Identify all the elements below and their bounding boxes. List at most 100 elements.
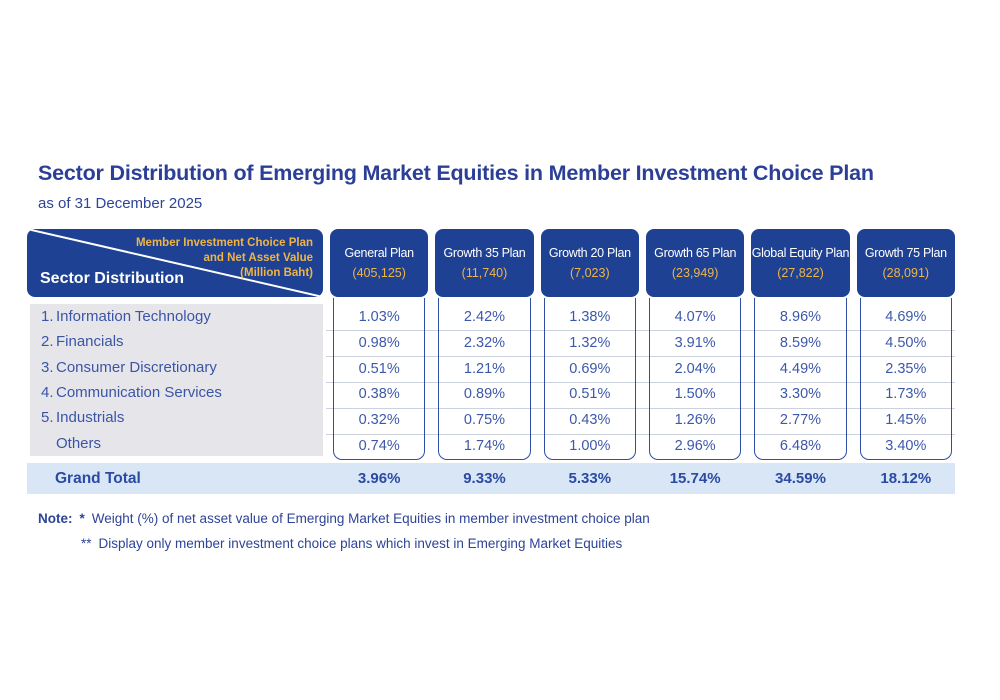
column-header-global-equity-plan: Global Equity Plan (27,822) xyxy=(751,229,850,297)
column-header-growth-75-plan: Growth 75 Plan (28,091) xyxy=(856,229,955,297)
note-marker: * xyxy=(79,511,85,526)
value-cell: 0.32% xyxy=(358,412,400,429)
row-separator xyxy=(326,408,955,409)
plan-name: General Plan xyxy=(344,246,414,260)
plan-nav: (7,023) xyxy=(570,266,610,280)
value-cell: 2.04% xyxy=(674,360,716,377)
value-cell: 2.35% xyxy=(885,360,927,377)
corner-header-cell: Member Investment Choice Plan and Net As… xyxy=(27,229,323,297)
value-cell: 2.96% xyxy=(674,438,716,455)
plan-nav: (11,740) xyxy=(461,266,508,280)
plan-name: Growth 20 Plan xyxy=(548,246,631,260)
value-cell: 0.69% xyxy=(569,360,611,377)
data-column-growth-35-plan: 2.42% 2.32% 1.21% 0.89% 0.75% 1.74% xyxy=(435,298,533,460)
plan-name: Growth 35 Plan xyxy=(443,246,526,260)
value-cell: 6.48% xyxy=(779,438,822,455)
value-cell: 3.30% xyxy=(779,386,822,403)
corner-top-label: Member Investment Choice Plan and Net As… xyxy=(136,236,313,282)
grand-total-values: 3.96% 9.33% 5.33% 15.74% 34.59% 18.12% xyxy=(330,463,955,494)
plan-name: Global Equity Plan xyxy=(751,246,850,260)
value-cell: 0.43% xyxy=(569,412,611,429)
corner-top-line: and Net Asset Value xyxy=(203,252,313,265)
sector-column: 1. Information Technology 2. Financials … xyxy=(27,298,323,460)
data-column-growth-75-plan: 4.69% 4.50% 2.35% 1.73% 1.45% 3.40% xyxy=(857,298,955,460)
plan-nav: (23,949) xyxy=(671,266,719,280)
plan-name: Growth 65 Plan xyxy=(654,246,737,260)
grand-total-row: Grand Total 3.96% 9.33% 5.33% 15.74% 34.… xyxy=(27,463,955,494)
value-cell: 1.38% xyxy=(569,308,611,325)
note-label: Note: xyxy=(38,511,73,526)
grand-total-value: 15.74% xyxy=(669,470,721,487)
footnote-line-1: Note: * Weight (%) of net asset value of… xyxy=(38,511,955,526)
table-header-row: Member Investment Choice Plan and Net As… xyxy=(27,229,955,297)
value-cell: 0.89% xyxy=(463,386,506,403)
grand-total-label: Grand Total xyxy=(55,469,141,487)
sector-name: Financials xyxy=(56,333,124,351)
sector-name: Industrials xyxy=(56,409,125,427)
note-text: Display only member investment choice pl… xyxy=(98,536,623,551)
value-cell: 8.59% xyxy=(779,334,822,351)
row-separator xyxy=(326,382,955,383)
sector-number: 5. xyxy=(41,409,54,427)
corner-bottom-label: Sector Distribution xyxy=(40,270,185,287)
sector-name: Others xyxy=(56,434,102,452)
column-header-growth-20-plan: Growth 20 Plan (7,023) xyxy=(540,229,639,297)
sector-row: 4. Communication Services xyxy=(30,380,323,405)
sector-row: 1. Information Technology xyxy=(30,304,323,329)
value-cell: 1.32% xyxy=(569,334,611,351)
column-header-growth-35-plan: Growth 35 Plan (11,740) xyxy=(435,229,534,297)
sector-name: Information Technology xyxy=(56,308,211,326)
value-cell: 8.96% xyxy=(779,308,822,325)
value-cell: 0.75% xyxy=(463,412,506,429)
value-cell: 2.32% xyxy=(463,334,506,351)
plan-nav: (27,822) xyxy=(777,266,824,280)
plan-nav: (405,125) xyxy=(352,266,406,280)
value-cell: 0.51% xyxy=(358,360,400,377)
note-marker: ** xyxy=(81,536,92,551)
data-column-growth-65-plan: 4.07% 3.91% 2.04% 1.50% 1.26% 2.96% xyxy=(646,298,744,460)
row-separator xyxy=(326,434,955,435)
sector-name: Consumer Discretionary xyxy=(56,358,217,376)
sector-row: 3. Consumer Discretionary xyxy=(30,355,323,380)
grand-total-value: 34.59% xyxy=(775,470,826,487)
sector-number: 2. xyxy=(41,333,54,351)
data-column-global-equity-plan: 8.96% 8.59% 4.49% 3.30% 2.77% 6.48% xyxy=(751,298,849,460)
sector-name: Communication Services xyxy=(56,384,222,402)
note-text: Weight (%) of net asset value of Emergin… xyxy=(91,511,650,526)
value-cell: 4.50% xyxy=(885,334,927,351)
value-cell: 1.00% xyxy=(569,438,611,455)
value-cell: 0.98% xyxy=(358,334,400,351)
value-cell: 1.21% xyxy=(463,360,506,377)
value-cell: 1.50% xyxy=(674,386,716,403)
plan-nav: (28,091) xyxy=(882,266,930,280)
value-cell: 0.74% xyxy=(358,438,400,455)
sector-row: 2. Financials xyxy=(30,329,323,354)
grand-total-value: 9.33% xyxy=(463,470,506,487)
value-cell: 0.38% xyxy=(358,386,400,403)
data-column-growth-20-plan: 1.38% 1.32% 0.69% 0.51% 0.43% 1.00% xyxy=(541,298,639,460)
grand-total-value: 18.12% xyxy=(880,470,932,487)
grand-total-value: 5.33% xyxy=(568,470,612,487)
sector-row: Others xyxy=(30,431,323,456)
sector-column-background: 1. Information Technology 2. Financials … xyxy=(30,304,323,456)
row-separator xyxy=(326,356,955,357)
value-cell: 4.49% xyxy=(779,360,822,377)
value-cell: 4.69% xyxy=(885,308,927,325)
sector-number: 1. xyxy=(41,308,54,326)
data-columns: 1.03% 0.98% 0.51% 0.38% 0.32% 0.74% 2.42… xyxy=(330,298,955,460)
value-cell: 3.40% xyxy=(885,438,927,455)
value-cell: 4.07% xyxy=(674,308,716,325)
value-cell: 1.26% xyxy=(674,412,716,429)
plan-name: Growth 75 Plan xyxy=(864,246,947,260)
value-cell: 1.73% xyxy=(885,386,927,403)
footnotes: Note: * Weight (%) of net asset value of… xyxy=(38,511,955,551)
data-column-general-plan: 1.03% 0.98% 0.51% 0.38% 0.32% 0.74% xyxy=(330,298,428,460)
value-cell: 0.51% xyxy=(569,386,611,403)
corner-top-line: (Million Baht) xyxy=(240,267,313,280)
sector-number: 4. xyxy=(41,384,54,402)
data-area: 1.03% 0.98% 0.51% 0.38% 0.32% 0.74% 2.42… xyxy=(326,298,955,460)
value-cell: 2.77% xyxy=(779,412,822,429)
value-cell: 3.91% xyxy=(674,334,716,351)
value-cell: 1.74% xyxy=(463,438,506,455)
